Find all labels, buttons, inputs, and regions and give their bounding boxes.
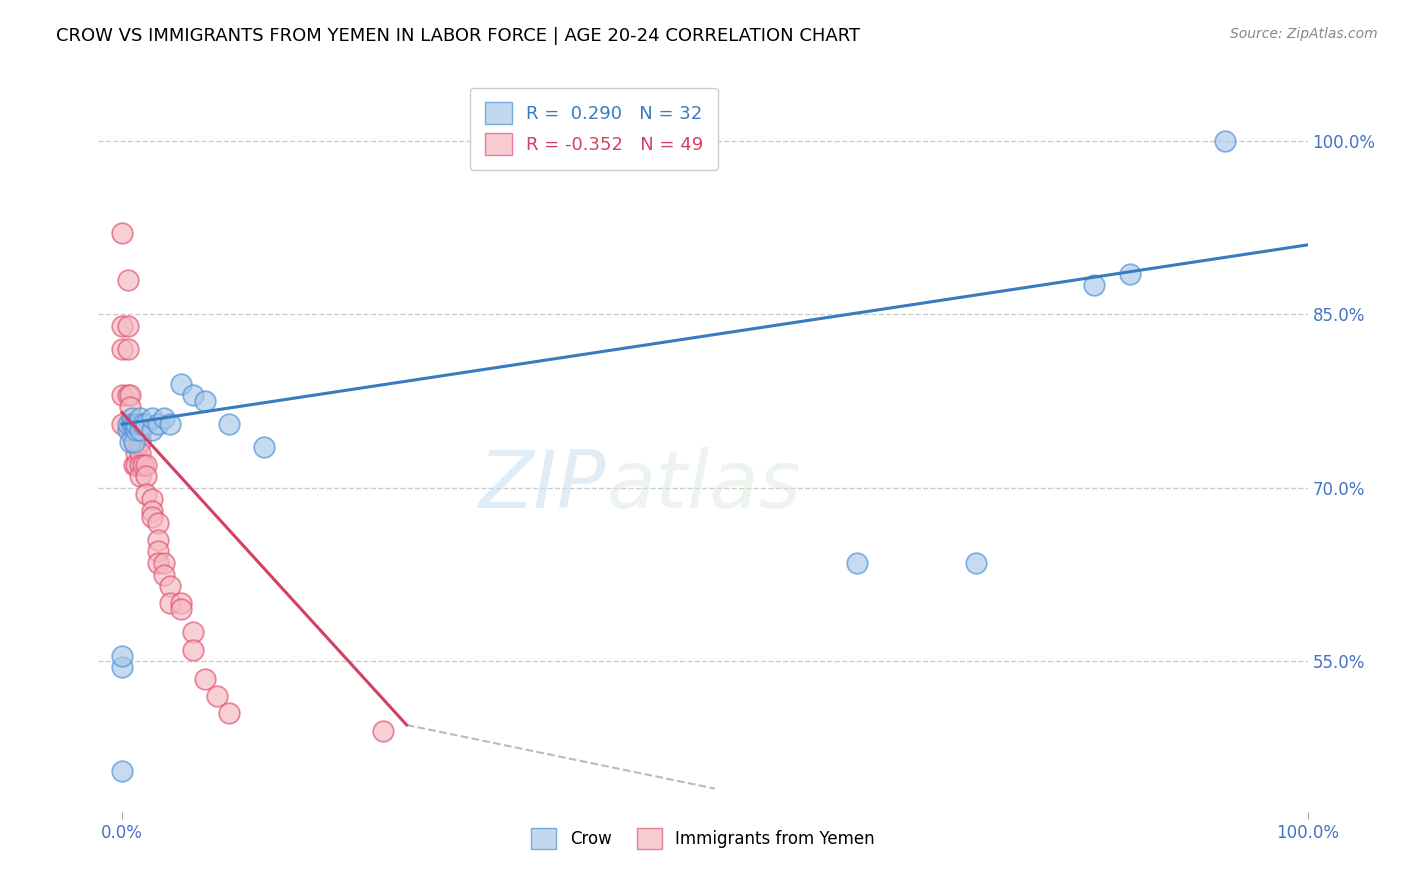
Point: [111, 342, 134, 356]
Point: [111, 417, 134, 432]
Point: [125, 458, 148, 472]
Point: [159, 597, 181, 611]
Text: Source: ZipAtlas.com: Source: ZipAtlas.com: [1230, 27, 1378, 41]
Point: [120, 434, 142, 449]
Point: [125, 423, 148, 437]
Point: [129, 423, 152, 437]
Point: [146, 516, 169, 530]
Point: [125, 417, 148, 432]
Point: [135, 458, 157, 472]
Point: [135, 469, 157, 483]
Point: [129, 469, 152, 483]
Point: [120, 388, 142, 402]
Point: [152, 556, 174, 570]
Point: [146, 533, 169, 547]
Point: [1083, 278, 1105, 293]
Point: [121, 429, 143, 443]
Point: [170, 376, 193, 391]
Point: [117, 318, 139, 333]
Point: [117, 388, 139, 402]
Point: [117, 417, 139, 432]
Point: [129, 429, 152, 443]
Point: [965, 556, 987, 570]
Point: [132, 417, 155, 432]
Point: [117, 423, 139, 437]
Point: [120, 400, 142, 414]
Point: [129, 417, 152, 432]
Point: [218, 417, 240, 432]
Point: [111, 318, 134, 333]
Point: [129, 411, 152, 425]
Point: [121, 411, 143, 425]
Point: [121, 417, 143, 432]
Point: [371, 723, 394, 738]
Text: atlas: atlas: [606, 447, 801, 525]
Point: [253, 440, 276, 454]
Point: [194, 672, 217, 686]
Point: [120, 417, 142, 432]
Point: [141, 423, 163, 437]
Point: [122, 434, 145, 449]
Point: [129, 446, 152, 460]
Point: [141, 411, 163, 425]
Point: [117, 342, 139, 356]
Point: [1213, 134, 1236, 148]
Point: [205, 689, 228, 703]
Text: CROW VS IMMIGRANTS FROM YEMEN IN LABOR FORCE | AGE 20-24 CORRELATION CHART: CROW VS IMMIGRANTS FROM YEMEN IN LABOR F…: [56, 27, 860, 45]
Text: ZIP: ZIP: [479, 447, 606, 525]
Point: [218, 706, 240, 721]
Point: [121, 417, 143, 432]
Point: [122, 429, 145, 443]
Point: [181, 625, 204, 640]
Point: [129, 417, 152, 432]
Point: [122, 417, 145, 432]
Point: [111, 648, 134, 663]
Point: [170, 602, 193, 616]
Point: [181, 642, 204, 657]
Point: [146, 556, 169, 570]
Point: [111, 764, 134, 779]
Point: [146, 417, 169, 432]
Point: [135, 486, 157, 500]
Point: [129, 434, 152, 449]
Point: [152, 567, 174, 582]
Point: [111, 388, 134, 402]
Point: [135, 417, 157, 432]
Point: [141, 504, 163, 518]
Point: [181, 388, 204, 402]
Point: [159, 579, 181, 593]
Point: [122, 458, 145, 472]
Point: [117, 272, 139, 286]
Point: [129, 458, 152, 472]
Point: [846, 556, 869, 570]
Point: [1119, 267, 1142, 281]
Point: [170, 597, 193, 611]
Point: [122, 417, 145, 432]
Point: [111, 227, 134, 241]
Point: [122, 434, 145, 449]
Point: [146, 544, 169, 558]
Point: [125, 446, 148, 460]
Point: [111, 660, 134, 674]
Point: [194, 394, 217, 409]
Point: [132, 458, 155, 472]
Legend: Crow, Immigrants from Yemen: Crow, Immigrants from Yemen: [524, 822, 882, 855]
Point: [141, 492, 163, 507]
Point: [152, 411, 174, 425]
Point: [159, 417, 181, 432]
Point: [141, 509, 163, 524]
